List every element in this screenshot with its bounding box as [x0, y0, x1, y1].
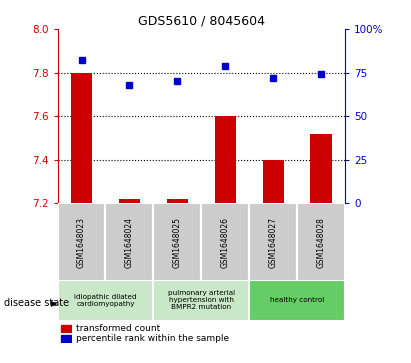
- FancyBboxPatch shape: [58, 203, 106, 281]
- Text: GSM1648024: GSM1648024: [125, 217, 134, 268]
- Bar: [310, 134, 332, 203]
- Text: disease state: disease state: [4, 298, 69, 308]
- Text: pulmonary arterial
hypertension with
BMPR2 mutation: pulmonary arterial hypertension with BMP…: [168, 290, 235, 310]
- FancyBboxPatch shape: [249, 280, 345, 321]
- Text: GSM1648025: GSM1648025: [173, 217, 182, 268]
- Text: healthy control: healthy control: [270, 297, 324, 303]
- Text: GSM1648028: GSM1648028: [317, 217, 326, 268]
- Bar: [263, 160, 284, 203]
- Text: GSM1648023: GSM1648023: [77, 217, 86, 268]
- Text: idiopathic dilated
cardiomyopathy: idiopathic dilated cardiomyopathy: [74, 294, 137, 307]
- FancyBboxPatch shape: [58, 280, 153, 321]
- FancyBboxPatch shape: [153, 280, 249, 321]
- Text: GSM1648027: GSM1648027: [269, 217, 278, 268]
- Text: transformed count: transformed count: [76, 324, 160, 333]
- FancyBboxPatch shape: [297, 203, 345, 281]
- Bar: [166, 199, 188, 203]
- Title: GDS5610 / 8045604: GDS5610 / 8045604: [138, 15, 265, 28]
- FancyBboxPatch shape: [249, 203, 297, 281]
- FancyBboxPatch shape: [201, 203, 249, 281]
- FancyBboxPatch shape: [106, 203, 153, 281]
- FancyBboxPatch shape: [153, 203, 201, 281]
- Text: ▶: ▶: [51, 299, 58, 307]
- Text: GSM1648026: GSM1648026: [221, 217, 230, 268]
- Text: percentile rank within the sample: percentile rank within the sample: [76, 334, 229, 343]
- Bar: [215, 116, 236, 203]
- Bar: [61, 325, 71, 332]
- Bar: [71, 73, 92, 203]
- Bar: [61, 335, 71, 342]
- Bar: [119, 199, 140, 203]
